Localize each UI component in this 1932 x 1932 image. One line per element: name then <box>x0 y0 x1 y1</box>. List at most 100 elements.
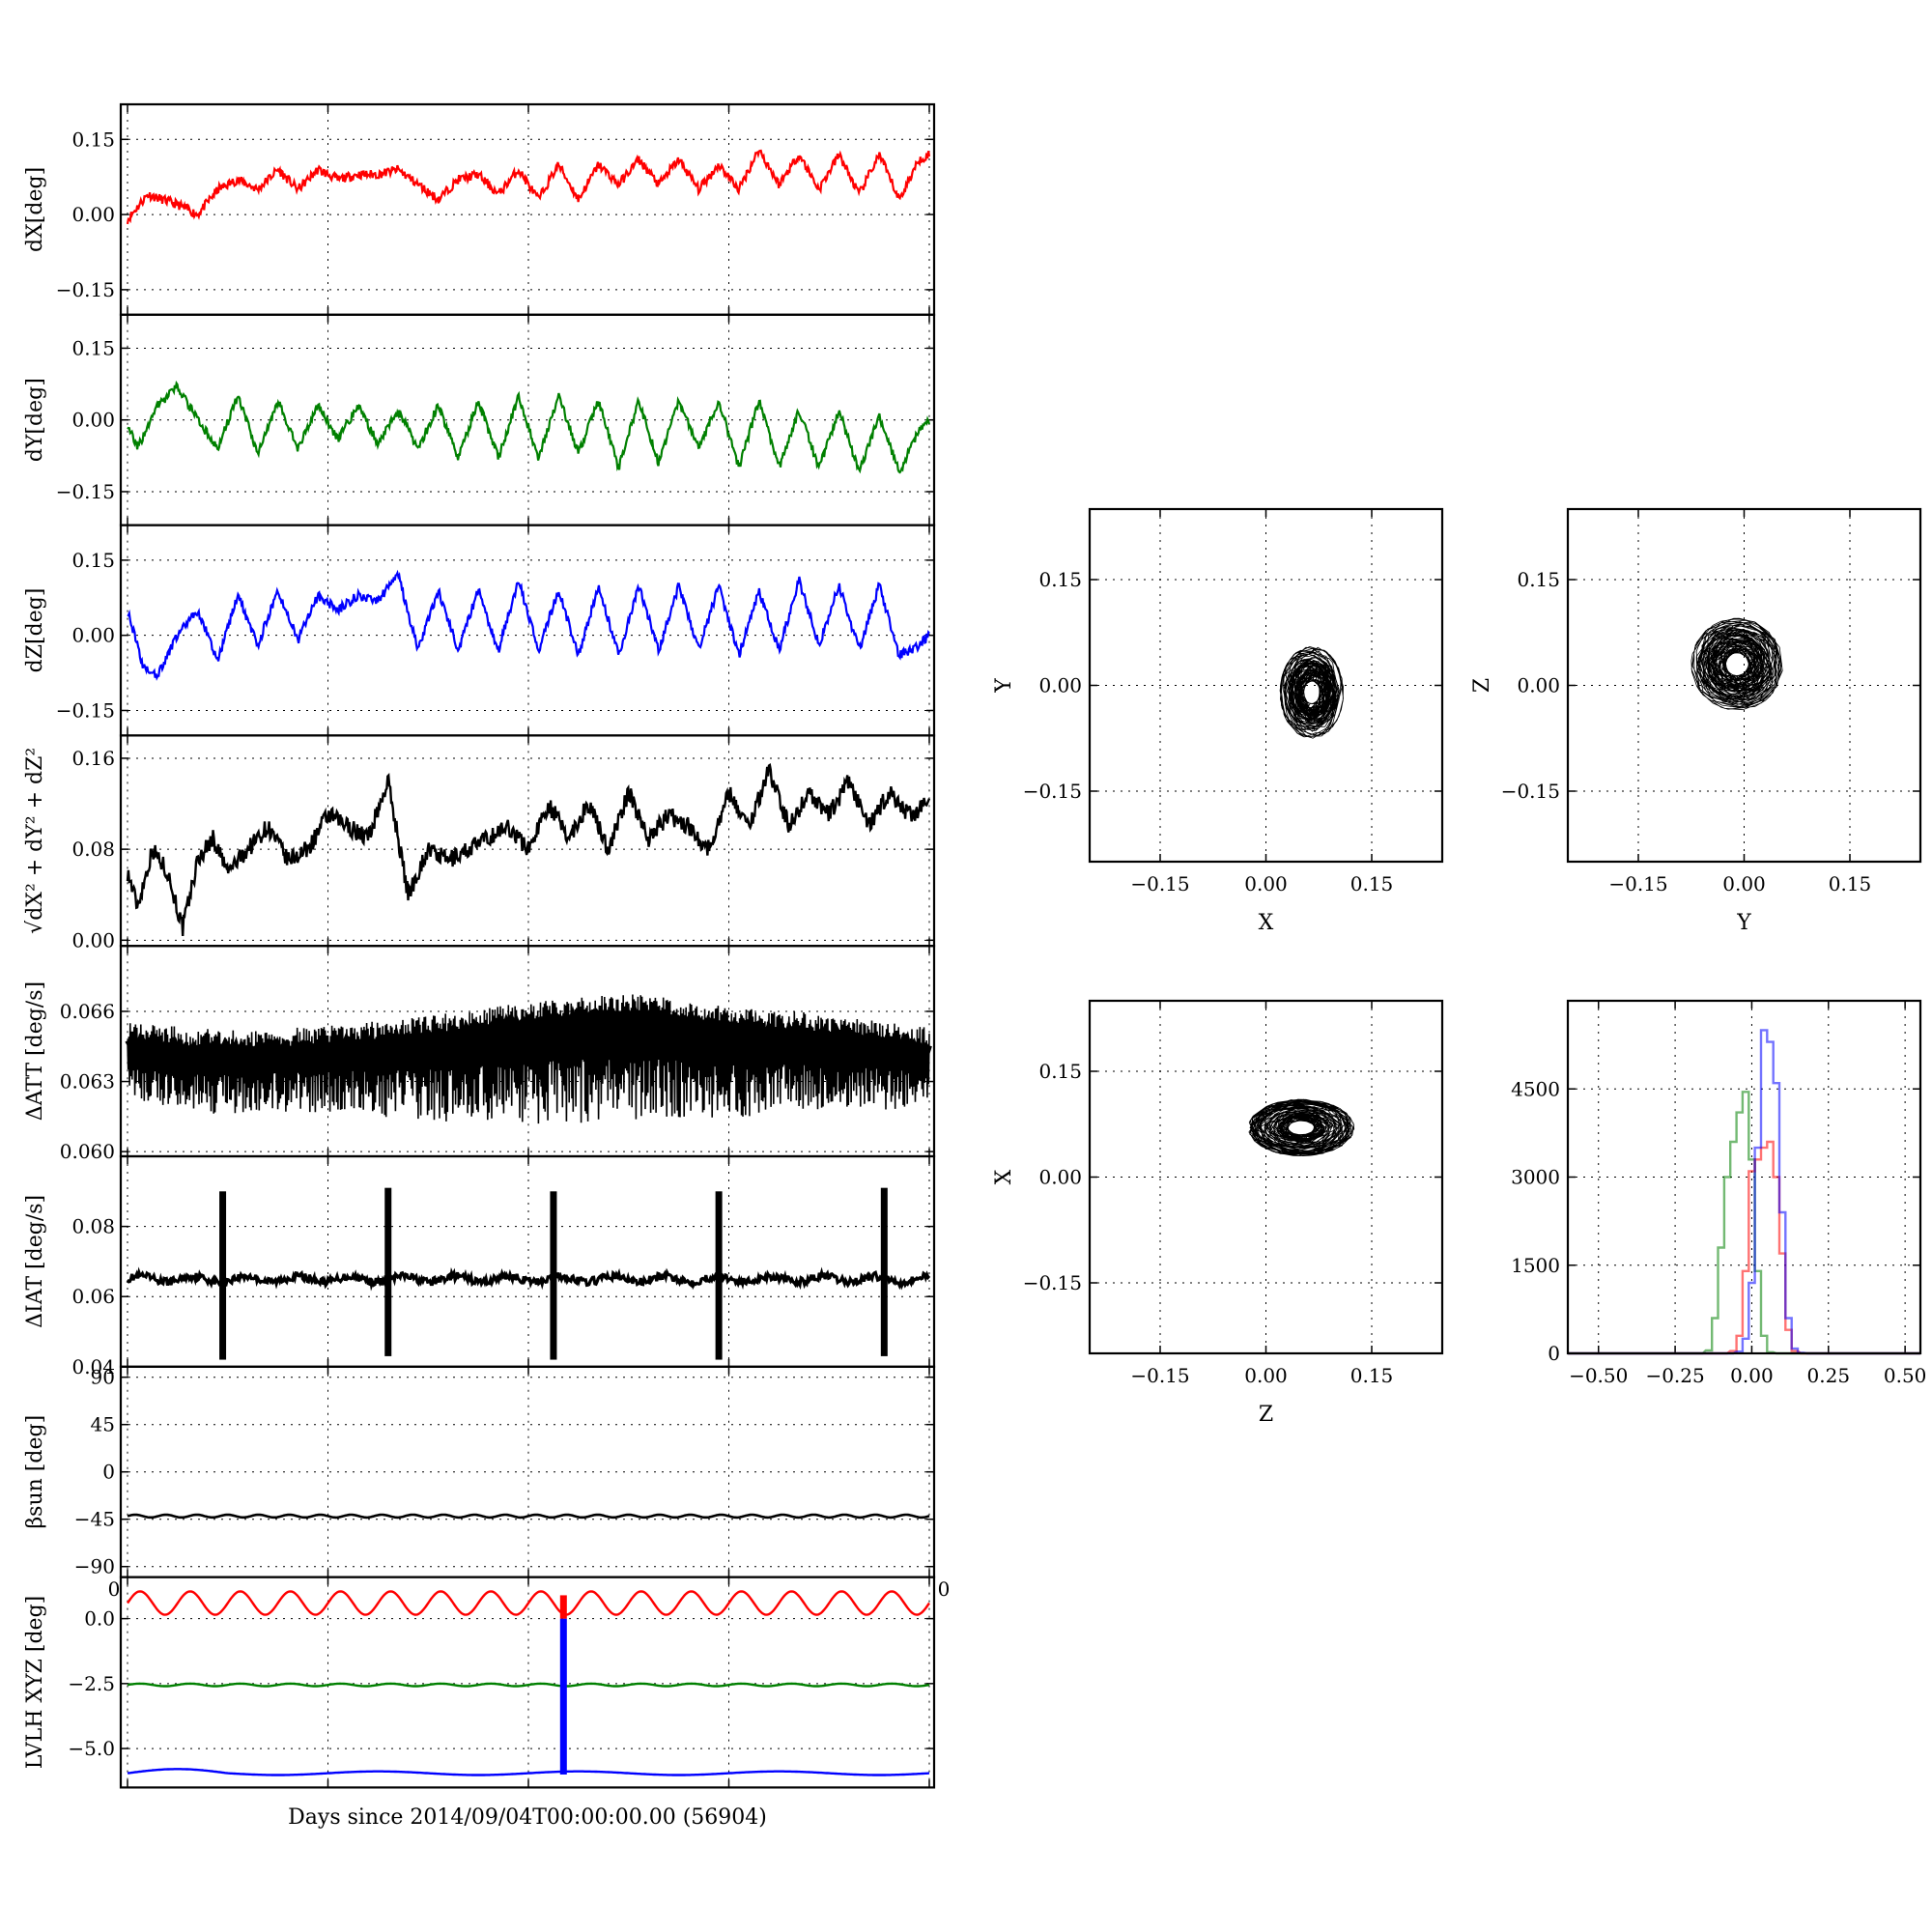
trajectory-yz <box>1690 617 1783 711</box>
x-tick-label: 0.00 <box>1244 1364 1288 1387</box>
y-tick-label: −0.15 <box>56 480 115 503</box>
panel-frame-dY <box>119 313 936 526</box>
y-tick-label: 0.00 <box>71 928 115 952</box>
trajectory-xy <box>1279 645 1344 739</box>
y-tick-label: 0.04 <box>71 1355 115 1378</box>
y-axis-label: dY[deg] <box>23 378 47 462</box>
series-line-beta <box>127 1513 930 1520</box>
series-line-dIAT <box>126 1266 931 1292</box>
panel-frame-beta <box>119 1365 936 1578</box>
y-tick-label: 45 <box>91 1413 115 1436</box>
panel-lvlh: −5.0 −2.5 0.0 LVLH XYZ [deg] <box>23 1576 936 1789</box>
x-axis-label: Z <box>1259 1403 1273 1427</box>
panel-frame-dIAT <box>119 1154 936 1368</box>
panel-dZ: −0.15 0.00 0.15 dZ[deg] <box>23 524 936 737</box>
series-line-dX <box>126 149 931 225</box>
y-axis-label: LVLH XYZ [deg] <box>23 1596 47 1770</box>
series-line-lvlh-1 <box>127 1682 930 1688</box>
y-tick-label: 3000 <box>1511 1166 1560 1189</box>
y-tick-label: 0.00 <box>1038 674 1082 697</box>
x-tick-start-label: 0 <box>108 1577 121 1601</box>
y-tick-label: 0.063 <box>60 1070 115 1094</box>
y-tick-label: 0.00 <box>71 203 115 226</box>
x-axis-label: Y <box>1736 911 1751 935</box>
marker-bar-red <box>559 1595 567 1619</box>
y-axis-label: ΔATT [deg/s] <box>23 981 47 1121</box>
x-tick-label: 0.25 <box>1807 1364 1851 1387</box>
panels-layer: −0.150.000.15dX[deg]−0.150.000.15dY[deg]… <box>23 102 1927 1789</box>
spike-bar <box>219 1191 227 1360</box>
series-line-dATT <box>127 994 930 1124</box>
y-tick-label: 0.15 <box>71 128 115 151</box>
y-tick-label: 0 <box>1548 1342 1560 1365</box>
y-tick-label: 90 <box>91 1366 115 1389</box>
y-axis-label: ΔIAT [deg/s] <box>23 1195 47 1328</box>
y-tick-label: 0.066 <box>60 1000 115 1023</box>
x-tick-label: 0.00 <box>1244 872 1288 895</box>
y-axis-label: dX[deg] <box>23 167 47 252</box>
spike-bar <box>550 1191 557 1360</box>
series-line-dZ <box>127 569 930 681</box>
y-tick-label: −0.15 <box>1501 780 1560 803</box>
x-tick-label: 0.15 <box>1829 872 1872 895</box>
x-tick-label: 0.00 <box>1730 1364 1774 1387</box>
x-tick-label: −0.50 <box>1569 1364 1628 1387</box>
series-line-lvlh-2 <box>127 1768 930 1776</box>
panel-frame-xy <box>1088 507 1444 864</box>
panel-hist: −0.50 −0.25 0.00 0.25 0.50 0 1500 3000 4500 <box>1511 999 1927 1387</box>
y-tick-label: 0.16 <box>71 747 115 770</box>
y-axis-label: Z <box>1470 678 1494 693</box>
x-tick-label: 0.50 <box>1884 1364 1927 1387</box>
y-tick-label: 4500 <box>1511 1077 1560 1100</box>
spike-bar <box>715 1191 723 1360</box>
y-tick-label: −0.15 <box>56 698 115 722</box>
y-axis-label: dZ[deg] <box>23 588 47 673</box>
series-line-dY <box>127 380 931 474</box>
panel-dATT: 0.060 0.063 0.066 ΔATT [deg/s] <box>23 945 936 1163</box>
y-tick-label: 0.15 <box>71 336 115 359</box>
series-line-dR <box>126 762 931 936</box>
histogram-series-1 <box>1568 1140 1920 1355</box>
x-tick-label: −0.25 <box>1645 1364 1704 1387</box>
panel-dR: 0.00 0.08 0.16 √dX² + dY² + dZ² <box>23 734 936 952</box>
panel-frame-zx <box>1088 999 1444 1355</box>
y-tick-label: 1500 <box>1511 1254 1560 1277</box>
panel-beta: −90 −45 0 45 90 βsun [deg] <box>23 1365 936 1578</box>
y-tick-label: 0.08 <box>71 1215 115 1238</box>
panel-dX: −0.15 0.00 0.15 dX[deg] <box>23 102 936 316</box>
y-tick-label: −90 <box>74 1555 115 1578</box>
y-tick-label: 0.00 <box>1038 1166 1082 1189</box>
x-tick-label: 0.15 <box>1350 1364 1394 1387</box>
x-tick-label: −0.15 <box>1130 1364 1189 1387</box>
spike-bar <box>384 1187 392 1356</box>
panel-frame-yz <box>1566 507 1922 864</box>
y-tick-label: 0.06 <box>71 1285 115 1308</box>
panel-frame-hist <box>1566 999 1922 1355</box>
panel-dY: −0.15 0.00 0.15 dY[deg] <box>23 313 936 526</box>
panel-frame-lvlh <box>119 1576 936 1789</box>
series-line-lvlh-0 <box>127 1590 930 1616</box>
x-tick-label: −0.15 <box>1608 872 1667 895</box>
panel-dIAT: 0.04 0.06 0.08 ΔIAT [deg/s] <box>23 1154 936 1378</box>
y-tick-label: 0.00 <box>1517 674 1560 697</box>
x-tick-label: −0.15 <box>1130 872 1189 895</box>
y-tick-label: 0.15 <box>1517 568 1560 591</box>
y-tick-label: 0 <box>102 1461 115 1484</box>
y-tick-label: −0.15 <box>1023 780 1082 803</box>
y-tick-label: −45 <box>74 1508 115 1531</box>
y-tick-label: 0.0 <box>84 1607 115 1631</box>
x-tick-end-label: 0 <box>938 1577 951 1601</box>
spike-bar <box>880 1187 888 1356</box>
marker-bar-blue <box>559 1618 567 1775</box>
panel-frame-dR <box>119 734 936 948</box>
y-axis-label: Y <box>992 678 1016 694</box>
y-tick-label: 0.00 <box>71 624 115 647</box>
y-tick-label: −2.5 <box>68 1672 115 1695</box>
x-tick-label: 0.15 <box>1350 872 1394 895</box>
panel-xy: −0.15 0.00 0.15 −0.15 0.00 0.15 X Y <box>992 507 1444 935</box>
x-axis-label: X <box>1259 911 1274 935</box>
y-tick-label: 0.15 <box>1038 1060 1082 1083</box>
panel-frame-dZ <box>119 524 936 737</box>
histogram-series-2 <box>1568 1029 1920 1355</box>
